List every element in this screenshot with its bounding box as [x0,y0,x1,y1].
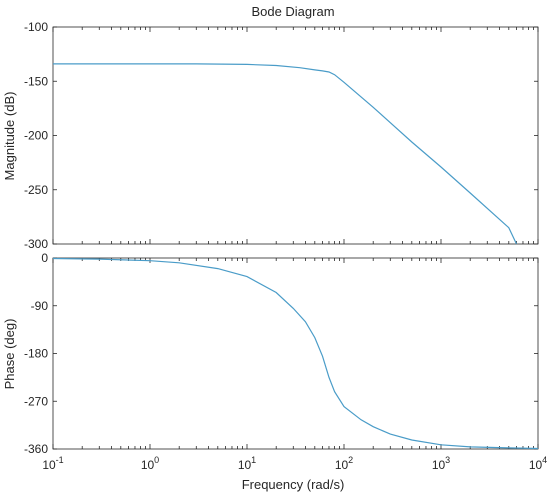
magnitude-axis-label: Magnitude (dB) [2,92,17,181]
phase-panel: 0 -90 -180 -270 -360 Phase (deg) [2,251,539,456]
frequency-tick-label: 10-1 [42,455,63,472]
phase-y-tick-label: 0 [41,251,48,265]
magnitude-ticks [52,26,539,245]
magnitude-y-tick-label: -250 [24,183,48,197]
magnitude-axes-box [52,26,539,245]
frequency-tick-label: 101 [238,455,256,472]
frequency-tick-label: 104 [529,455,547,472]
magnitude-tick-labels: -100 -150 -200 -250 -300 [24,20,48,251]
magnitude-series-line [53,63,518,245]
phase-series-line [52,257,539,450]
frequency-tick-labels: 10-1 100 101 102 103 104 [42,455,547,472]
phase-y-tick-label: -360 [24,442,48,456]
frequency-tick-label: 103 [432,455,450,472]
phase-y-tick-label: -270 [24,394,48,408]
phase-y-tick-label: -90 [31,299,49,313]
magnitude-y-tick-label: -100 [24,20,48,34]
frequency-tick-label: 102 [335,455,353,472]
magnitude-y-tick-label: -200 [24,129,48,143]
frequency-axis-label: Frequency (rad/s) [242,477,345,492]
phase-tick-labels: 0 -90 -180 -270 -360 [24,251,48,456]
magnitude-y-tick-label: -150 [24,74,48,88]
phase-y-tick-label: -180 [24,347,48,361]
phase-axes-box [52,257,539,450]
phase-axis-label: Phase (deg) [2,319,17,390]
frequency-tick-label: 100 [141,455,159,472]
magnitude-panel: -100 -150 -200 -250 -300 Magnitude (dB) [2,20,539,251]
magnitude-y-tick-label: -300 [24,237,48,251]
chart-title: Bode Diagram [251,4,334,19]
